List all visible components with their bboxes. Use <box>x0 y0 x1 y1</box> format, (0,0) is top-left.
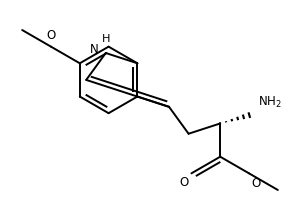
Text: H: H <box>101 34 110 44</box>
Text: O: O <box>251 177 261 190</box>
Text: O: O <box>46 29 56 42</box>
Text: NH$_2$: NH$_2$ <box>259 95 282 110</box>
Text: N: N <box>90 43 99 56</box>
Text: O: O <box>180 176 189 189</box>
